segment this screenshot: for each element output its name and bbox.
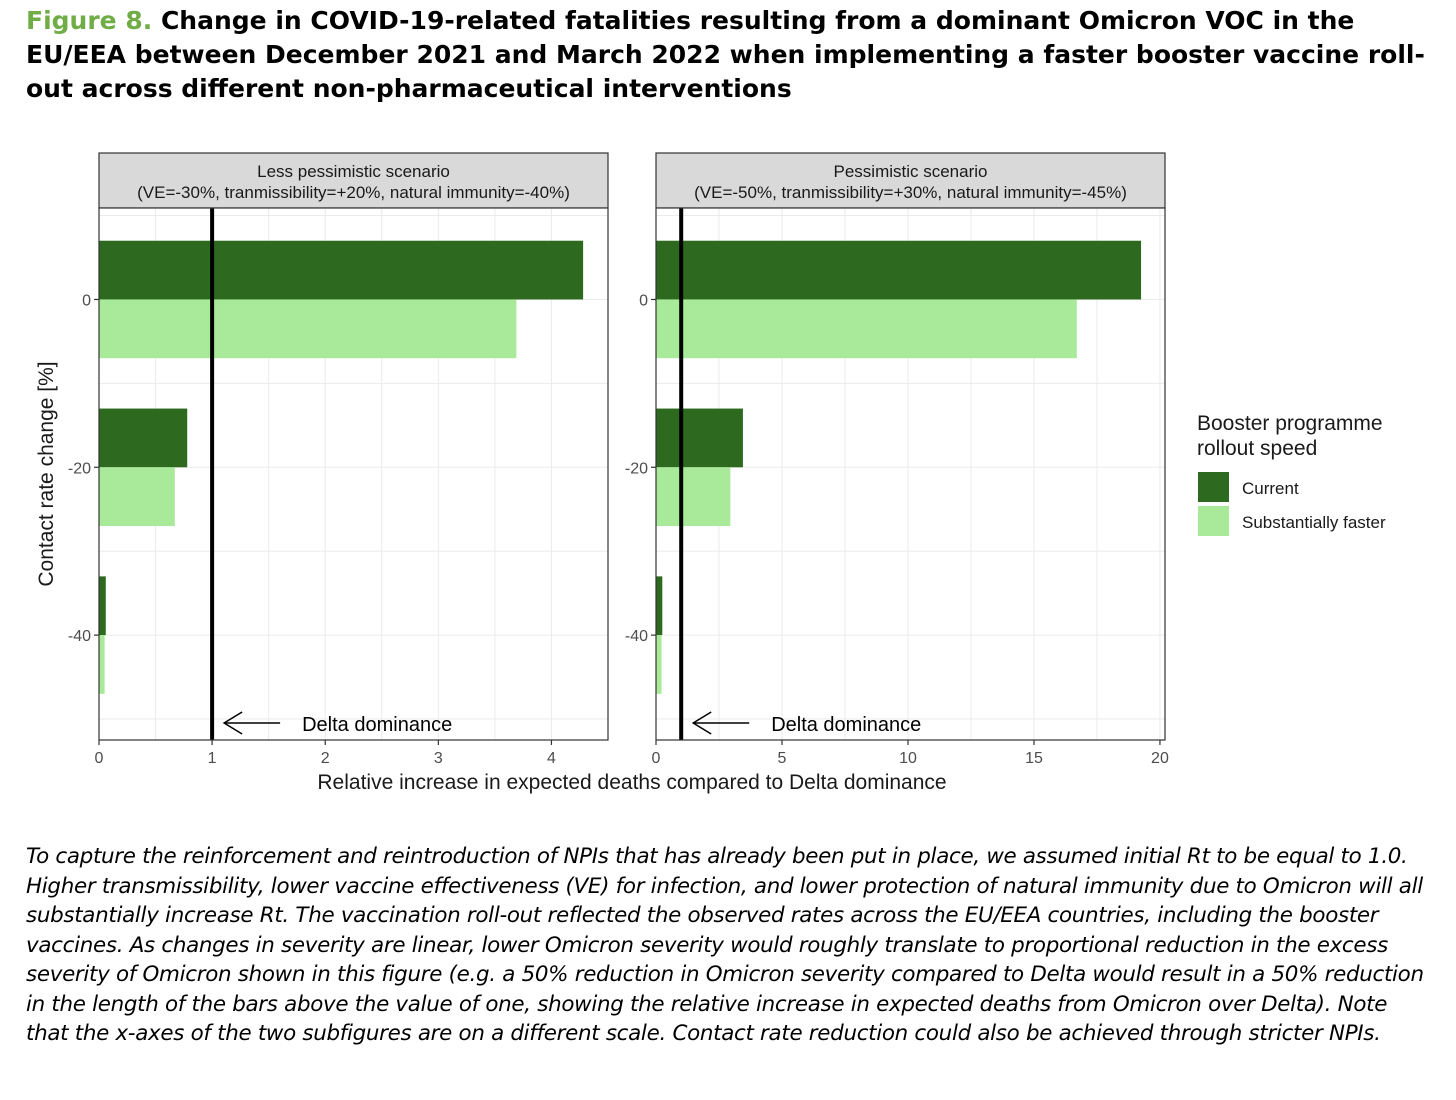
plot-border [655, 207, 1166, 741]
x-tick-label: 10 [899, 750, 917, 767]
strip-title: Less pessimistic scenario [257, 162, 450, 181]
bar-current [656, 576, 663, 636]
bar-faster [656, 635, 662, 694]
x-tick-label: 2 [321, 750, 330, 767]
bar-faster [99, 635, 105, 694]
legend-key-current [1198, 472, 1229, 502]
figure-label: Figure 8. [26, 6, 153, 35]
bar-current [656, 408, 743, 468]
x-tick-label: 0 [95, 750, 104, 767]
y-tick-label: -20 [68, 460, 91, 477]
x-tick-label: 20 [1151, 750, 1169, 767]
x-axis-ticks: 0 5 10 15 20 [652, 740, 1169, 767]
x-tick-label: 1 [208, 750, 217, 767]
strip-background [98, 152, 609, 209]
panel-less-pessimistic: Less pessimistic scenario (VE=-30%, tran… [68, 152, 609, 767]
strip-subtitle: (VE=-50%, tranmissibility=+30%, natural … [694, 183, 1127, 202]
y-axis-label: Contact rate change [%] [35, 361, 58, 586]
x-tick-label: 15 [1025, 750, 1043, 767]
bar-faster [656, 299, 1077, 359]
y-tick-label: 0 [639, 292, 648, 309]
bars [99, 240, 584, 694]
x-tick-label: 3 [434, 750, 443, 767]
x-axis-label: Relative increase in expected deaths com… [317, 771, 946, 794]
legend-key-faster [1198, 506, 1229, 536]
y-tick-label: -40 [68, 628, 91, 645]
x-tick-label: 5 [778, 750, 787, 767]
legend-label-current: Current [1242, 479, 1299, 498]
bar-current [99, 576, 106, 636]
strip-background [655, 152, 1166, 209]
annotation-label: Delta dominance [771, 714, 921, 736]
bar-faster [99, 299, 517, 359]
legend-title-line1: Booster programme [1197, 412, 1383, 435]
y-tick-label: -40 [625, 628, 648, 645]
figure-title: Figure 8. Change in COVID-19-related fat… [26, 4, 1436, 106]
strip-title: Pessimistic scenario [834, 162, 988, 181]
x-tick-label: 4 [547, 750, 556, 767]
figure-caption: To capture the reinforcement and reintro… [26, 844, 1424, 1046]
figure-title-text: Change in COVID-19-related fatalities re… [26, 6, 1425, 103]
chart: Less pessimistic scenario (VE=-30%, tran… [35, 152, 1386, 794]
arrow-head [691, 711, 712, 735]
bars [656, 240, 1142, 694]
y-axis-ticks: 0 -20 -40 [625, 292, 656, 645]
annotation-arrow [222, 711, 281, 735]
bar-current [99, 240, 584, 300]
y-tick-label: -20 [625, 460, 648, 477]
annotation-arrow [691, 711, 750, 735]
legend: Booster programme rollout speed Current … [1197, 412, 1386, 536]
x-tick-label: 0 [652, 750, 661, 767]
plot-border [98, 207, 609, 741]
arrow-head [222, 711, 243, 735]
strip-subtitle: (VE=-30%, tranmissibility=+20%, natural … [137, 183, 570, 202]
legend-title-line2: rollout speed [1197, 437, 1317, 460]
panel-pessimistic: Pessimistic scenario (VE=-50%, tranmissi… [625, 152, 1169, 767]
bar-faster [99, 467, 175, 527]
y-tick-label: 0 [82, 292, 91, 309]
annotation-label: Delta dominance [302, 714, 452, 736]
y-axis-ticks: 0 -20 -40 [68, 292, 99, 645]
legend-label-faster: Substantially faster [1242, 513, 1386, 532]
bar-current [656, 240, 1142, 300]
bar-current [99, 408, 188, 468]
bar-faster [656, 467, 731, 527]
x-axis-ticks: 0 1 2 3 4 [95, 740, 556, 767]
